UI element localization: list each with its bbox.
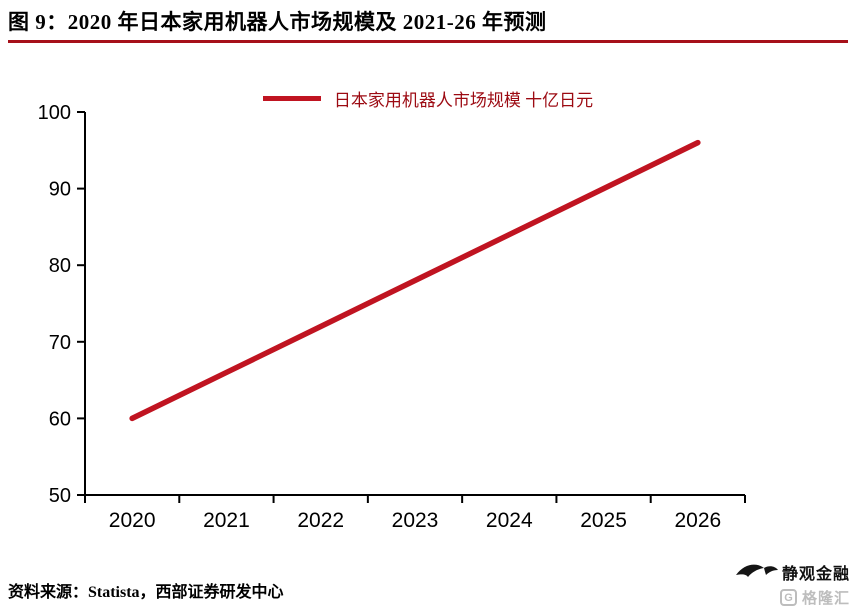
wings-icon [734, 561, 778, 584]
y-tick-label: 50 [49, 485, 71, 507]
series-line [129, 139, 701, 422]
y-tick-label: 100 [38, 102, 71, 124]
watermark-brand: 静观金融 [781, 566, 850, 583]
title-divider [8, 40, 848, 43]
brand-watermark: 静观金融 [734, 560, 850, 584]
y-tick-label: 90 [49, 179, 71, 201]
chart-legend: 日本家用机器人市场规模 十亿日元 [0, 86, 856, 111]
x-tick-label: 2025 [580, 509, 627, 532]
figure-title: 图 9：2020 年日本家用机器人市场规模及 2021-26 年预测 [8, 10, 547, 34]
x-tick-label: 2024 [486, 509, 533, 532]
watermark-block: 静观金融 G 格隆汇 [734, 560, 850, 608]
x-tick-label: 2021 [203, 509, 250, 532]
legend-line-swatch [262, 96, 321, 101]
source-note: 资料来源：Statista，西部证券研发中心 [8, 584, 284, 601]
gelonghui-watermark: G 格隆汇 [734, 587, 850, 608]
plot-area: 50 60 70 80 90 100 2020 2021 2022 2023 2024 2025 202… [38, 102, 746, 532]
y-tick-label: 60 [49, 408, 71, 430]
gelonghui-label: 格隆汇 [801, 590, 850, 607]
x-tick-label: 2026 [674, 509, 721, 532]
y-tick-label: 70 [49, 332, 71, 354]
x-tick-label: 2022 [297, 509, 344, 532]
x-tick-label: 2020 [109, 509, 156, 532]
gelonghui-logo-icon: G [779, 589, 797, 606]
y-tick-label: 80 [49, 255, 71, 277]
legend-label: 日本家用机器人市场规模 十亿日元 [333, 91, 594, 110]
x-tick-label: 2023 [392, 509, 439, 532]
